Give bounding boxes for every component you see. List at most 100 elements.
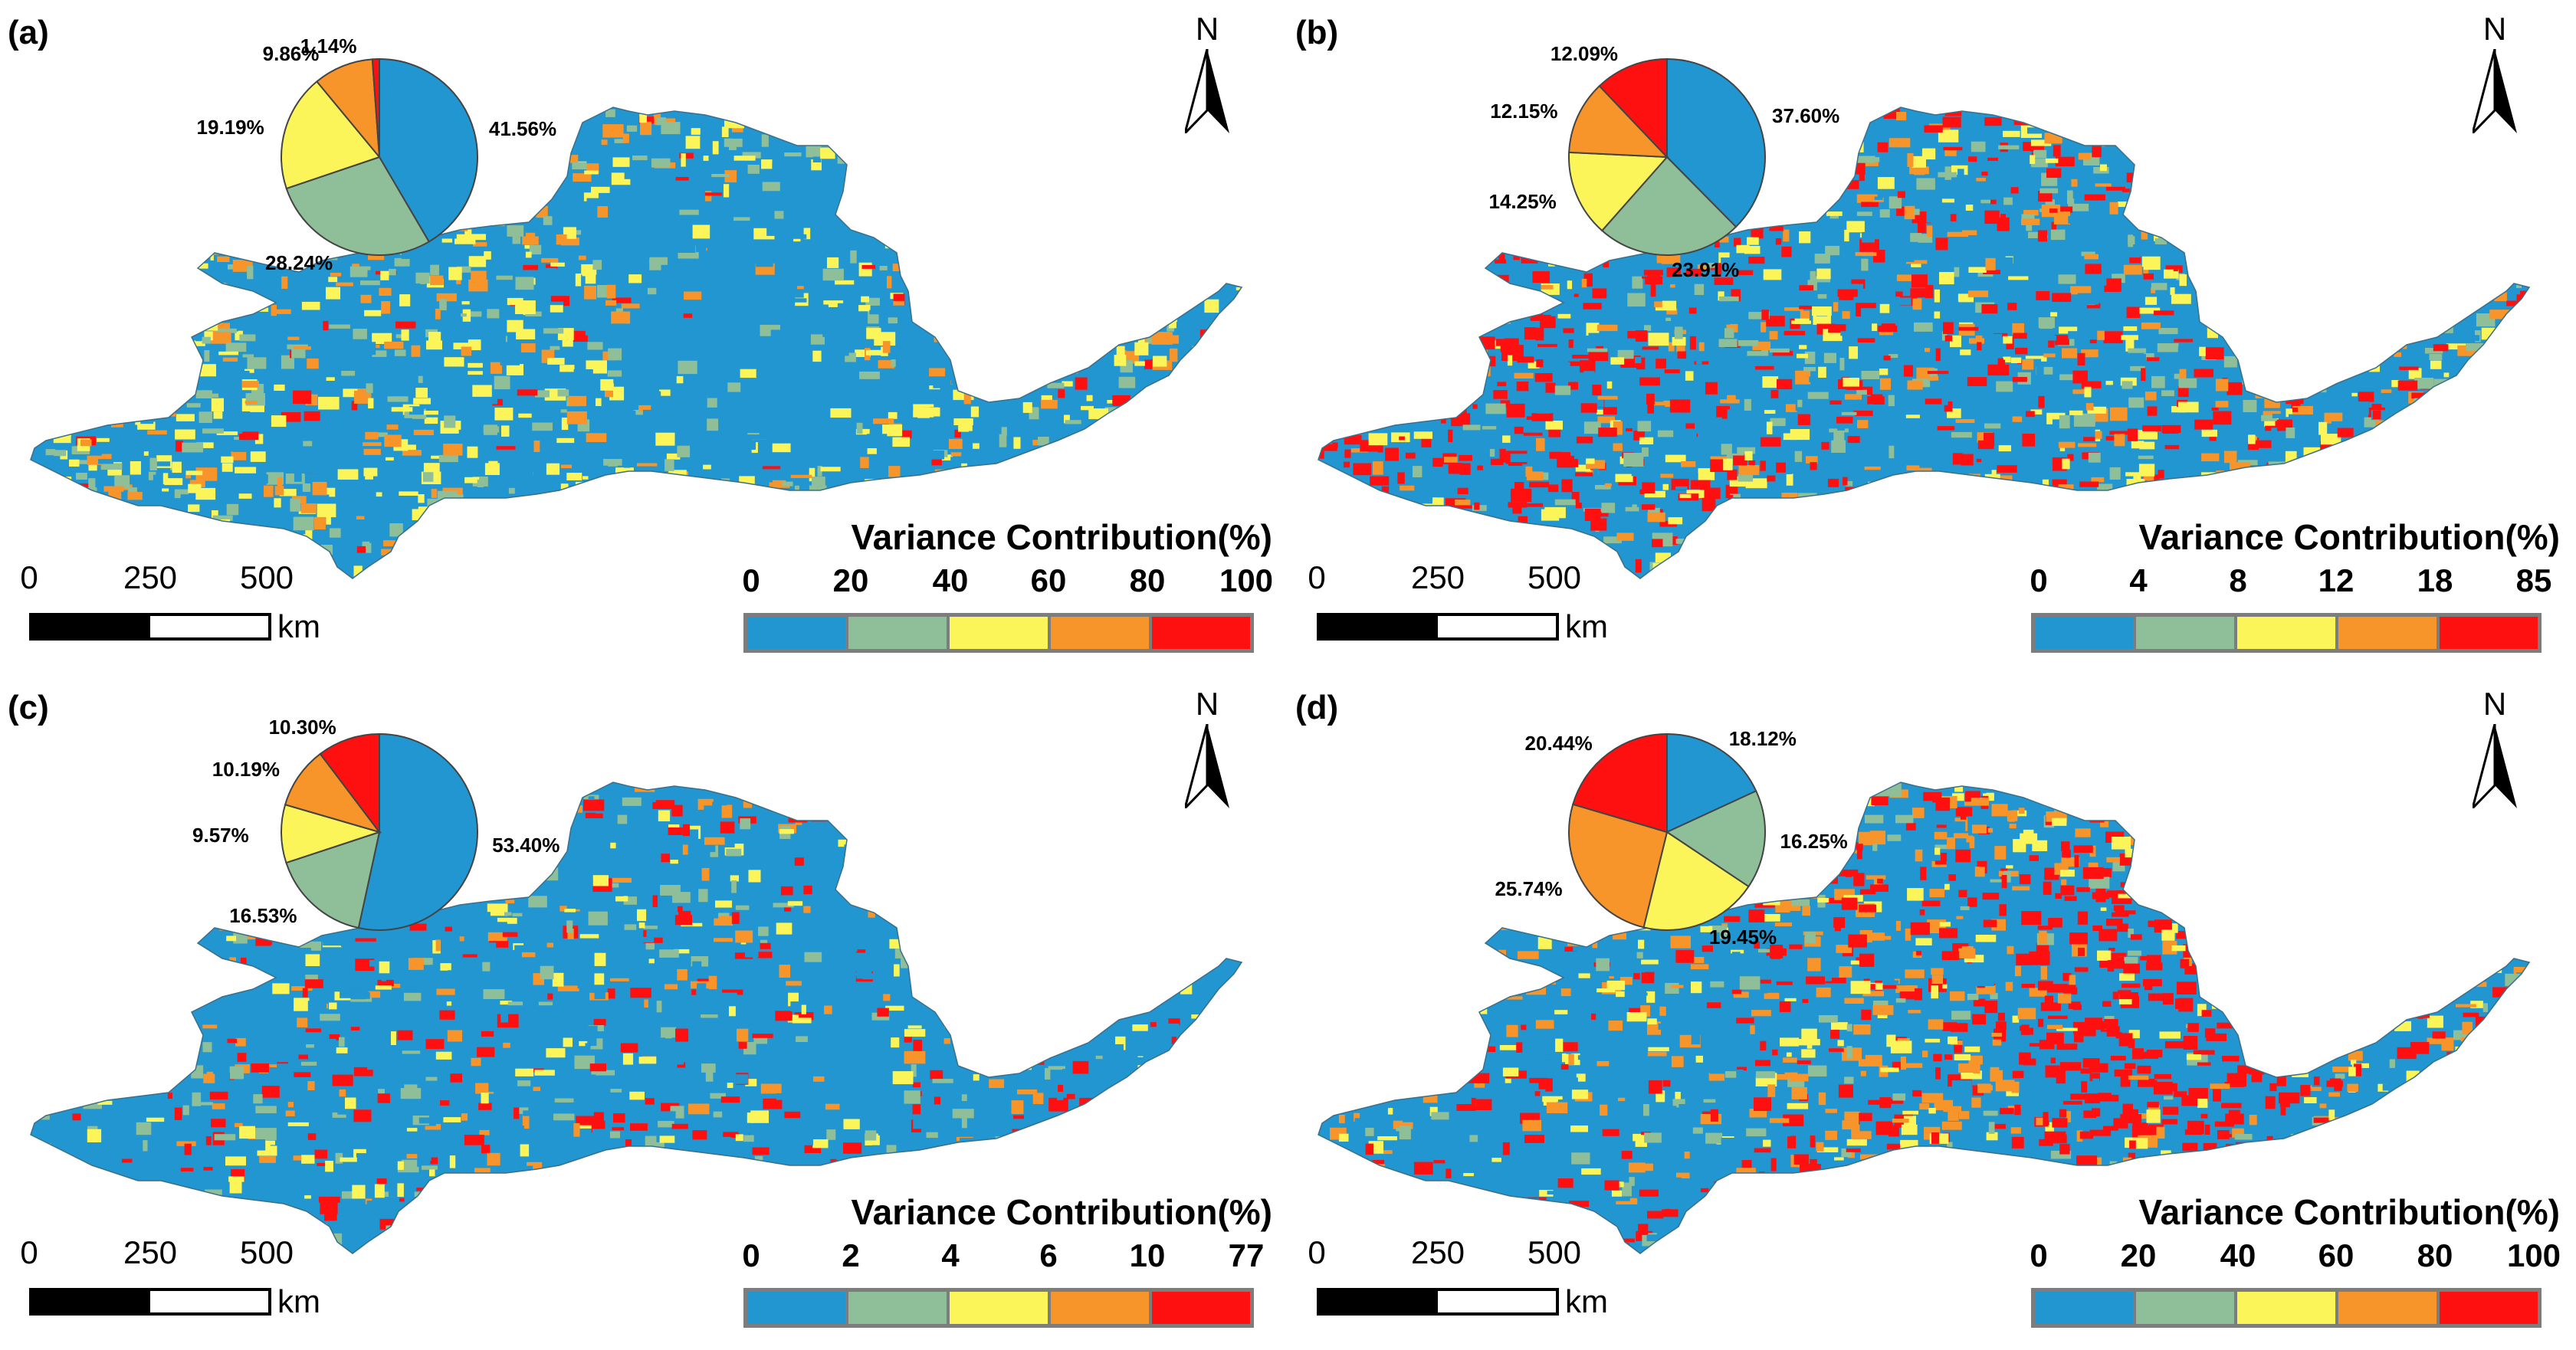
raster-cell xyxy=(1371,338,1386,346)
raster-cell xyxy=(1812,302,1829,306)
raster-cell xyxy=(2414,423,2419,430)
raster-cell xyxy=(1376,192,1396,199)
raster-cell xyxy=(1758,192,1768,203)
raster-cell xyxy=(72,1113,81,1121)
pie-label: 41.56% xyxy=(488,116,557,140)
raster-cell xyxy=(1055,241,1077,251)
raster-cell xyxy=(226,503,239,516)
raster-cell xyxy=(2128,505,2151,513)
raster-cell xyxy=(2128,252,2141,258)
raster-cell xyxy=(279,489,297,496)
raster-cell xyxy=(302,237,322,248)
raster-cell xyxy=(329,1002,337,1010)
raster-cell xyxy=(533,191,548,202)
raster-cell xyxy=(868,811,888,815)
raster-cell xyxy=(937,285,944,294)
raster-cell xyxy=(1489,449,1495,457)
raster-cell xyxy=(71,1018,85,1031)
raster-cell xyxy=(2458,484,2471,493)
raster-cell xyxy=(212,515,233,521)
raster-cell xyxy=(444,415,456,428)
raster-cell xyxy=(2378,478,2384,490)
raster-cell xyxy=(2386,178,2401,192)
raster-cell xyxy=(302,483,311,492)
raster-cell xyxy=(230,533,240,546)
raster-cell xyxy=(2295,145,2316,150)
raster-cell xyxy=(489,940,509,948)
raster-cell xyxy=(677,1062,686,1068)
raster-cell xyxy=(1983,270,2000,274)
raster-cell xyxy=(682,572,689,576)
raster-cell xyxy=(2437,418,2450,426)
raster-cell xyxy=(1213,240,1220,244)
raster-cell xyxy=(1439,188,1456,194)
raster-cell xyxy=(1235,258,1242,264)
raster-cell xyxy=(484,251,491,260)
raster-cell xyxy=(739,476,755,487)
raster-cell xyxy=(1064,313,1081,327)
raster-cell xyxy=(681,554,698,565)
raster-cell xyxy=(360,294,372,303)
raster-cell xyxy=(1033,1176,1047,1188)
raster-cell xyxy=(2341,175,2358,179)
raster-cell xyxy=(2028,231,2048,238)
raster-cell xyxy=(1794,318,1810,324)
raster-cell xyxy=(1889,559,1908,565)
raster-cell xyxy=(214,212,230,221)
raster-cell xyxy=(1560,163,1570,169)
raster-cell xyxy=(785,498,799,506)
raster-cell xyxy=(2299,388,2307,395)
raster-cell xyxy=(1925,488,1941,496)
raster-cell xyxy=(707,393,721,398)
raster-cell xyxy=(1981,172,1988,176)
raster-cell xyxy=(561,865,571,871)
raster-cell xyxy=(1535,327,1544,341)
raster-cell xyxy=(775,352,791,358)
raster-cell xyxy=(91,381,112,386)
raster-cell xyxy=(2109,467,2121,480)
raster-cell xyxy=(68,252,86,263)
raster-cell xyxy=(681,496,694,504)
raster-cell xyxy=(2536,270,2547,283)
raster-cell xyxy=(2348,243,2354,248)
raster-cell xyxy=(1200,418,1221,424)
raster-cell xyxy=(337,469,359,480)
raster-cell xyxy=(936,826,952,830)
raster-cell xyxy=(1106,1237,1111,1242)
raster-cell xyxy=(2497,562,2516,576)
raster-cell xyxy=(600,378,614,391)
raster-cell xyxy=(218,1214,236,1224)
raster-cell xyxy=(888,317,897,324)
raster-cell xyxy=(1828,324,1846,333)
raster-cell xyxy=(914,557,920,569)
raster-cell xyxy=(413,429,434,435)
raster-cell xyxy=(485,192,491,198)
raster-cell xyxy=(184,1143,192,1155)
raster-cell xyxy=(1877,177,1895,189)
raster-cell xyxy=(1766,421,1773,434)
raster-cell xyxy=(1821,139,1834,153)
raster-cell xyxy=(1321,499,1341,503)
raster-cell xyxy=(1950,335,1961,348)
raster-cell xyxy=(1500,157,1518,169)
raster-cell xyxy=(1541,509,1560,521)
raster-cell xyxy=(917,487,930,496)
raster-cell xyxy=(1799,171,1818,185)
raster-cell xyxy=(1537,343,1557,347)
raster-cell xyxy=(2511,414,2525,418)
raster-cell xyxy=(82,495,89,500)
raster-cell xyxy=(2350,490,2368,500)
raster-cell xyxy=(193,340,205,346)
raster-cell xyxy=(2406,323,2417,329)
raster-cell xyxy=(1383,411,1389,421)
raster-cell xyxy=(1513,249,1520,260)
raster-cell xyxy=(2186,480,2197,485)
raster-cell xyxy=(646,179,663,182)
raster-cell xyxy=(892,264,904,271)
raster-cell xyxy=(1032,149,1055,159)
raster-cell xyxy=(182,336,190,345)
raster-cell xyxy=(1716,405,1730,418)
raster-cell xyxy=(1208,274,1216,278)
raster-cell xyxy=(1617,349,1634,359)
scale-tick-label: 0 xyxy=(20,559,38,595)
